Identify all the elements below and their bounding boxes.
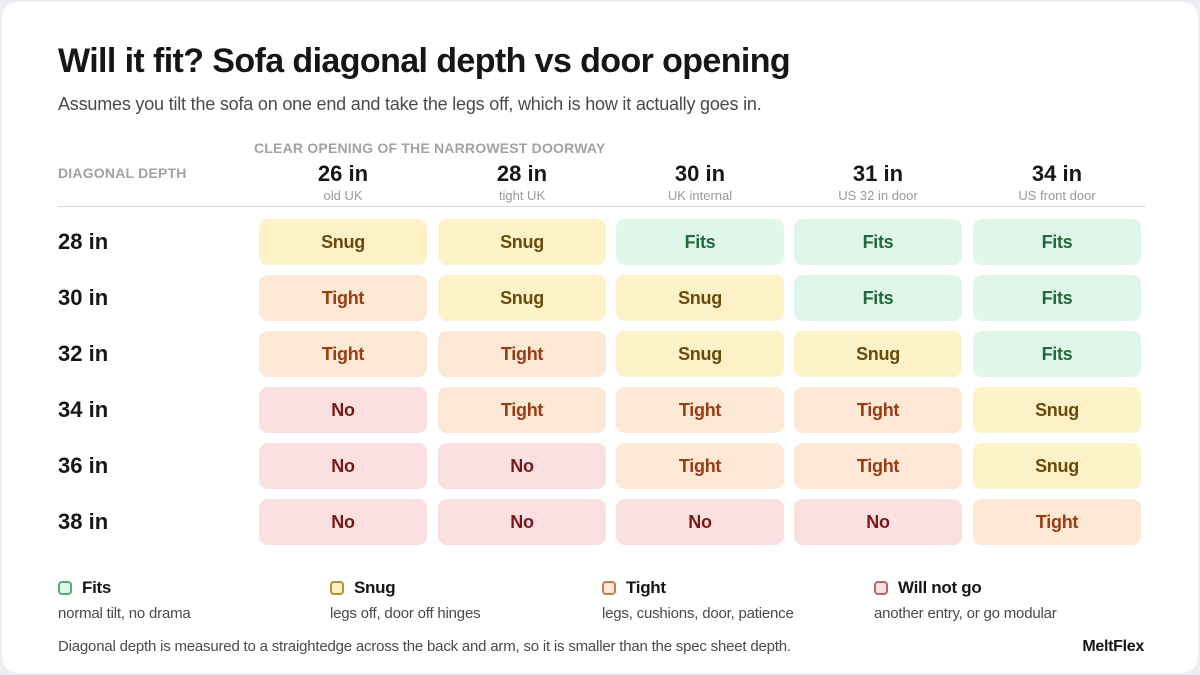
fit-cell-fits: Fits bbox=[973, 331, 1141, 377]
legend-item-header: Tight bbox=[602, 578, 794, 598]
fit-cell-fits: Fits bbox=[616, 219, 784, 265]
fit-cell-snug: Snug bbox=[973, 387, 1141, 433]
legend-item-header: Snug bbox=[330, 578, 480, 598]
chart-title: Will it fit? Sofa diagonal depth vs door… bbox=[58, 42, 791, 80]
fit-cell-tight: Tight bbox=[794, 387, 962, 433]
row-label: 32 in bbox=[58, 341, 109, 366]
row-label: 38 in bbox=[58, 509, 109, 534]
legend-swatch bbox=[874, 581, 888, 595]
row-label: 36 in bbox=[58, 453, 109, 478]
fit-cell-no: No bbox=[438, 443, 606, 489]
legend-swatch bbox=[330, 581, 344, 595]
fit-cell-tight: Tight bbox=[438, 331, 606, 377]
legend-description: another entry, or go modular bbox=[874, 605, 1057, 622]
column-header-note: tight UK bbox=[498, 188, 546, 203]
row-label: 30 in bbox=[58, 285, 109, 310]
fit-cell-fits: Fits bbox=[794, 275, 962, 321]
column-header-value: 26 in bbox=[317, 161, 369, 186]
column-header-value: 34 in bbox=[1031, 161, 1083, 186]
fit-cell-tight: Tight bbox=[973, 499, 1141, 545]
chart-subtitle: Assumes you tilt the sofa on one end and… bbox=[58, 94, 762, 114]
legend-item-tight: Tight legs, cushions, door, patience bbox=[602, 578, 794, 622]
fit-cell-tight: Tight bbox=[438, 387, 606, 433]
column-header: 34 in US front door bbox=[973, 161, 1141, 204]
fit-cell-no: No bbox=[616, 499, 784, 545]
header-divider bbox=[58, 206, 1146, 207]
column-header-value: 28 in bbox=[496, 161, 548, 186]
legend-swatch bbox=[602, 581, 616, 595]
column-header-note: US 32 in door bbox=[838, 188, 918, 203]
legend-item-header: Fits bbox=[58, 578, 191, 598]
fit-cell-tight: Tight bbox=[616, 443, 784, 489]
fit-cell-no: No bbox=[259, 387, 427, 433]
fit-cell-snug: Snug bbox=[438, 219, 606, 265]
footnote: Diagonal depth is measured to a straight… bbox=[58, 638, 791, 655]
legend-item-fits: Fits normal tilt, no drama bbox=[58, 578, 191, 622]
column-header-note: US front door bbox=[1018, 188, 1096, 203]
fit-cell-fits: Fits bbox=[794, 219, 962, 265]
column-header: 31 in US 32 in door bbox=[794, 161, 962, 204]
fit-cell-tight: Tight bbox=[616, 387, 784, 433]
fit-cell-tight: Tight bbox=[259, 331, 427, 377]
legend-label: Fits bbox=[82, 578, 112, 597]
fit-cell-tight: Tight bbox=[259, 275, 427, 321]
fit-cell-no: No bbox=[438, 499, 606, 545]
legend-swatch bbox=[58, 581, 72, 595]
fit-cell-tight: Tight bbox=[794, 443, 962, 489]
legend-label: Will not go bbox=[898, 578, 982, 597]
legend-label: Tight bbox=[626, 578, 666, 597]
fit-cell-snug: Snug bbox=[616, 331, 784, 377]
legend-description: legs, cushions, door, patience bbox=[602, 605, 794, 622]
fit-cell-fits: Fits bbox=[973, 275, 1141, 321]
legend-label: Snug bbox=[354, 578, 396, 597]
legend-description: normal tilt, no drama bbox=[58, 605, 191, 622]
column-header-value: 30 in bbox=[674, 161, 726, 186]
column-header-note: UK internal bbox=[667, 188, 733, 203]
legend-description: legs off, door off hinges bbox=[330, 605, 481, 622]
legend-item-header: Will not go bbox=[874, 578, 1057, 598]
column-header-value: 31 in bbox=[852, 161, 904, 186]
column-header-note: old UK bbox=[323, 188, 363, 203]
fit-cell-snug: Snug bbox=[259, 219, 427, 265]
column-axis-caption: CLEAR OPENING OF THE NARROWEST DOORWAY bbox=[254, 140, 606, 156]
row-label: 28 in bbox=[58, 229, 109, 254]
legend-item-no: Will not go another entry, or go modular bbox=[874, 578, 1057, 622]
brand-logo: MeltFlex bbox=[1082, 638, 1144, 655]
fit-cell-no: No bbox=[259, 443, 427, 489]
fit-cell-snug: Snug bbox=[794, 331, 962, 377]
column-header: 28 in tight UK bbox=[438, 161, 606, 204]
column-header: 26 in old UK bbox=[259, 161, 427, 204]
fit-cell-snug: Snug bbox=[616, 275, 784, 321]
legend-item-snug: Snug legs off, door off hinges bbox=[330, 578, 481, 622]
row-axis-caption: DIAGONAL DEPTH bbox=[58, 165, 187, 181]
row-label: 34 in bbox=[58, 397, 109, 422]
fit-cell-no: No bbox=[794, 499, 962, 545]
fit-cell-snug: Snug bbox=[438, 275, 606, 321]
fit-cell-fits: Fits bbox=[973, 219, 1141, 265]
column-header: 30 in UK internal bbox=[616, 161, 784, 204]
fit-cell-no: No bbox=[259, 499, 427, 545]
fit-cell-snug: Snug bbox=[973, 443, 1141, 489]
